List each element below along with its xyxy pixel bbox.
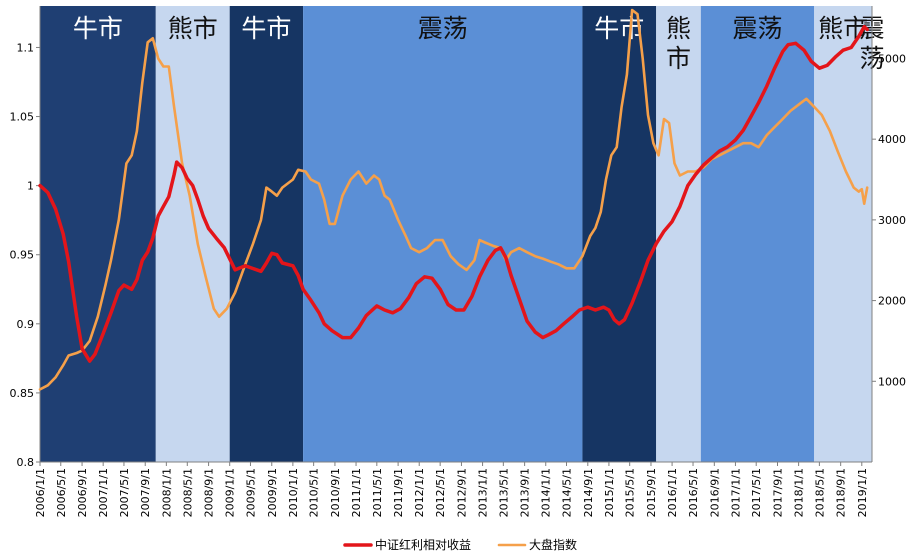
regime-bands xyxy=(40,6,872,462)
x-tick-label: 2011/9/1 xyxy=(392,468,405,517)
regime-label-6: 震荡 xyxy=(732,14,782,43)
x-tick-label: 2006/9/1 xyxy=(76,468,89,517)
x-tick-label: 2018/1/1 xyxy=(793,468,806,517)
regime-label-3: 震荡 xyxy=(418,14,468,43)
axes: 0.8 0.85 0.9 0.95 1 1.05 1.1 1000 2000 3000 4000 50… xyxy=(10,6,906,517)
regime-band-2 xyxy=(229,6,304,462)
regime-band-3 xyxy=(303,6,583,462)
x-tick-label: 2008/5/1 xyxy=(181,468,194,517)
legend-label-0: 中证红利相对收益 xyxy=(375,537,471,552)
x-tick-label: 2016/5/1 xyxy=(687,468,700,517)
x-tick-label: 2015/9/1 xyxy=(645,468,658,517)
x-tick-label: 2011/1/1 xyxy=(350,468,363,517)
regime-band-7 xyxy=(814,6,872,462)
x-tick-label: 2017/9/1 xyxy=(771,468,784,517)
y-right-tick-label: 3000 xyxy=(878,214,906,227)
legend: 中证红利相对收益 大盘指数 xyxy=(343,537,577,552)
x-tick-label: 2012/9/1 xyxy=(455,468,468,517)
x-tick-label: 2013/1/1 xyxy=(477,468,490,517)
regime-label-5: 熊市 xyxy=(666,14,691,73)
x-tick-label: 2017/5/1 xyxy=(750,468,763,517)
y-left-tick-label: 1 xyxy=(27,180,34,193)
y-left-tick-label: 0.8 xyxy=(17,456,35,469)
y-left-tick-label: 1.05 xyxy=(10,111,35,124)
x-tick-label: 2008/9/1 xyxy=(203,468,216,517)
x-tick-label: 2006/1/1 xyxy=(34,468,47,517)
x-tick-label: 2011/5/1 xyxy=(371,468,384,517)
x-tick-label: 2010/1/1 xyxy=(287,468,300,517)
series-line-0 xyxy=(38,24,869,363)
y-left-tick-label: 1.1 xyxy=(17,41,35,54)
x-tick-label: 2016/1/1 xyxy=(666,468,679,517)
x-tick-label: 2008/1/1 xyxy=(160,468,173,517)
x-tick-label: 2010/9/1 xyxy=(329,468,342,517)
x-tick-label: 2007/9/1 xyxy=(139,468,152,517)
x-tick-label: 2007/5/1 xyxy=(118,468,131,517)
x-tick-label: 2007/1/1 xyxy=(97,468,110,517)
x-tick-label: 2013/5/1 xyxy=(497,468,510,517)
x-tick-label: 2014/5/1 xyxy=(561,468,574,517)
legend-label-1: 大盘指数 xyxy=(529,537,577,552)
y-right-tick-label: 5000 xyxy=(878,52,906,65)
series-lines xyxy=(38,8,869,391)
y-left-tick-label: 0.85 xyxy=(10,387,35,400)
regime-band-6 xyxy=(700,6,815,462)
regime-label-0: 牛市 xyxy=(73,14,123,43)
x-tick-label: 2014/9/1 xyxy=(582,468,595,517)
x-tick-label: 2013/9/1 xyxy=(519,468,532,517)
x-tick-label: 2018/9/1 xyxy=(835,468,848,517)
x-tick-label: 2017/1/1 xyxy=(729,468,742,517)
x-tick-label: 2018/5/1 xyxy=(813,468,826,517)
regime-label-1: 熊市 xyxy=(168,14,218,43)
y-right-tick-label: 4000 xyxy=(878,133,906,146)
x-tick-label: 2015/1/1 xyxy=(603,468,616,517)
regime-label-2: 牛市 xyxy=(241,14,291,43)
x-tick-label: 2009/5/1 xyxy=(244,468,257,517)
y-right-tick-label: 1000 xyxy=(878,375,906,388)
y-left-tick-label: 0.95 xyxy=(10,249,35,262)
regime-band-1 xyxy=(155,6,230,462)
x-tick-label: 2015/5/1 xyxy=(624,468,637,517)
regime-band-0 xyxy=(40,6,156,462)
x-tick-label: 2010/5/1 xyxy=(308,468,321,517)
x-tick-label: 2016/9/1 xyxy=(708,468,721,517)
series-line-1 xyxy=(38,8,869,391)
x-tick-label: 2012/5/1 xyxy=(434,468,447,517)
y-left-tick-label: 0.9 xyxy=(17,318,35,331)
x-tick-label: 2014/1/1 xyxy=(540,468,553,517)
x-tick-label: 2012/1/1 xyxy=(413,468,426,517)
regime-label-char: 市 xyxy=(666,44,691,73)
x-tick-label: 2006/5/1 xyxy=(55,468,68,517)
x-tick-label: 2019/1/1 xyxy=(856,468,869,517)
y-right-tick-label: 2000 xyxy=(878,295,906,308)
regime-label-4: 牛市 xyxy=(594,14,644,43)
x-tick-label: 2009/1/1 xyxy=(224,468,237,517)
x-tick-label: 2009/9/1 xyxy=(266,468,279,517)
regime-label-7: 熊市 xyxy=(818,14,868,43)
regime-label-char: 熊 xyxy=(666,14,691,43)
